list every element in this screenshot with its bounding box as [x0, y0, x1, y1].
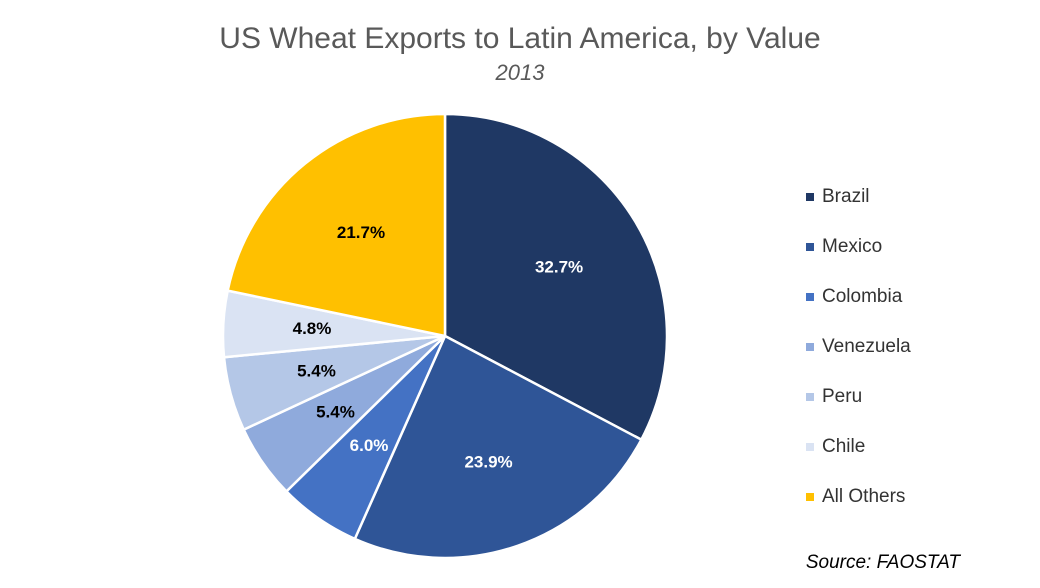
legend-swatch — [806, 443, 814, 451]
pie-slice-mexico — [353, 334, 643, 560]
legend-label: Peru — [822, 386, 863, 407]
chart-title: US Wheat Exports to Latin America, by Va… — [219, 22, 821, 55]
legend-item-mexico: Mexico — [806, 222, 911, 272]
legend-item-venezuela: Venezuela — [806, 322, 911, 372]
data-label-venezuela: 5.4% — [316, 402, 355, 421]
chart-subtitle: 2013 — [495, 60, 545, 85]
legend-item-all-others: All Others — [806, 472, 911, 522]
data-label-all-others: 21.7% — [337, 223, 385, 242]
pie-slice-all-others — [226, 112, 447, 338]
legend-label: Mexico — [822, 236, 883, 257]
data-label-peru: 5.4% — [297, 361, 336, 380]
legend-label: Venezuela — [822, 336, 911, 357]
legend-label: All Others — [822, 486, 906, 507]
legend-label: Colombia — [822, 286, 903, 307]
legend-swatch — [806, 193, 814, 201]
pie-slice-brazil — [443, 112, 669, 441]
data-label-mexico: 23.9% — [464, 452, 512, 471]
chart-legend: Brazil Mexico Colombia Venezuela Peru Chile Al… — [806, 172, 911, 522]
legend-label: Brazil — [822, 186, 870, 207]
legend-item-chile: Chile — [806, 422, 911, 472]
source-note: Source: FAOSTAT — [805, 552, 960, 573]
legend-item-peru: Peru — [806, 372, 911, 422]
data-label-colombia: 6.0% — [350, 436, 389, 455]
legend-swatch — [806, 293, 814, 301]
legend-swatch — [806, 493, 814, 501]
legend-swatch — [806, 393, 814, 401]
legend-item-brazil: Brazil — [806, 172, 911, 222]
legend-swatch — [806, 243, 814, 251]
legend-label: Chile — [822, 436, 866, 457]
data-label-chile: 4.8% — [293, 319, 332, 338]
legend-swatch — [806, 343, 814, 351]
data-label-brazil: 32.7% — [535, 258, 583, 277]
legend-item-colombia: Colombia — [806, 272, 911, 322]
